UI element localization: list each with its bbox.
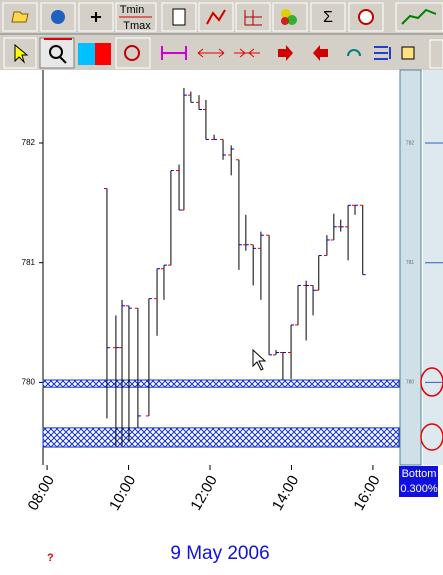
arc-icon[interactable] bbox=[347, 49, 361, 57]
ohlc-icon bbox=[401, 8, 437, 25]
zoom-button[interactable] bbox=[39, 37, 75, 69]
y-tick-label: 781 bbox=[22, 258, 36, 267]
color-swatch[interactable] bbox=[95, 43, 111, 65]
color-swatch[interactable] bbox=[78, 43, 95, 65]
sum-button[interactable] bbox=[310, 2, 346, 32]
cursor-band bbox=[42, 379, 400, 388]
toolbar-top: Tmin Tmax Σ bbox=[2, 2, 443, 32]
zoom-icon bbox=[59, 56, 67, 64]
bottom-box bbox=[399, 466, 438, 497]
sum-label: Σ bbox=[323, 9, 333, 26]
mouse-cursor bbox=[252, 348, 267, 371]
bottom-value: 0.300% bbox=[400, 483, 438, 495]
plot-area bbox=[0, 70, 399, 570]
annotation-circle bbox=[420, 367, 443, 397]
more-button[interactable] bbox=[429, 39, 443, 69]
tmax-label: Tmax bbox=[123, 20, 151, 32]
folder-icon bbox=[11, 11, 29, 23]
annotation-circle bbox=[420, 423, 443, 451]
side-tick-label: 780 bbox=[406, 380, 415, 386]
expand-icon[interactable] bbox=[197, 48, 225, 58]
line-icon bbox=[206, 9, 226, 25]
pointer-icon bbox=[14, 43, 29, 64]
add-button[interactable] bbox=[78, 2, 114, 32]
globe-icon bbox=[51, 10, 65, 24]
grid-icon bbox=[244, 10, 262, 26]
side-panel-right bbox=[423, 70, 443, 465]
bottom-label: Bottom bbox=[402, 468, 437, 480]
y-tick-label: 782 bbox=[22, 138, 36, 147]
left-icon[interactable] bbox=[313, 45, 328, 61]
color-icon bbox=[281, 17, 289, 25]
clock-icon bbox=[358, 9, 374, 25]
date-label: 9 May 2006 bbox=[170, 543, 269, 564]
side-tick-label: 782 bbox=[406, 140, 415, 146]
export-icon[interactable] bbox=[401, 46, 415, 60]
help-mark[interactable]: ? bbox=[47, 552, 54, 564]
right-icon[interactable] bbox=[278, 45, 293, 61]
align-icon[interactable] bbox=[374, 46, 391, 60]
zoom-reset-icon bbox=[124, 45, 140, 61]
zoom-icon bbox=[49, 45, 63, 59]
page-icon bbox=[172, 8, 186, 26]
toolbar-bottom bbox=[3, 37, 443, 69]
side-tick-label: 781 bbox=[406, 260, 415, 266]
zoom-reset-button[interactable] bbox=[115, 37, 151, 69]
color-icon bbox=[287, 15, 297, 25]
cursor-band bbox=[42, 427, 400, 448]
span-icon[interactable] bbox=[161, 46, 187, 60]
plus-icon bbox=[91, 12, 101, 22]
y-tick-label: 780 bbox=[22, 378, 36, 387]
side-panel bbox=[399, 69, 422, 466]
shrink-icon[interactable] bbox=[234, 48, 260, 58]
tmin-label: Tmin bbox=[120, 4, 144, 16]
